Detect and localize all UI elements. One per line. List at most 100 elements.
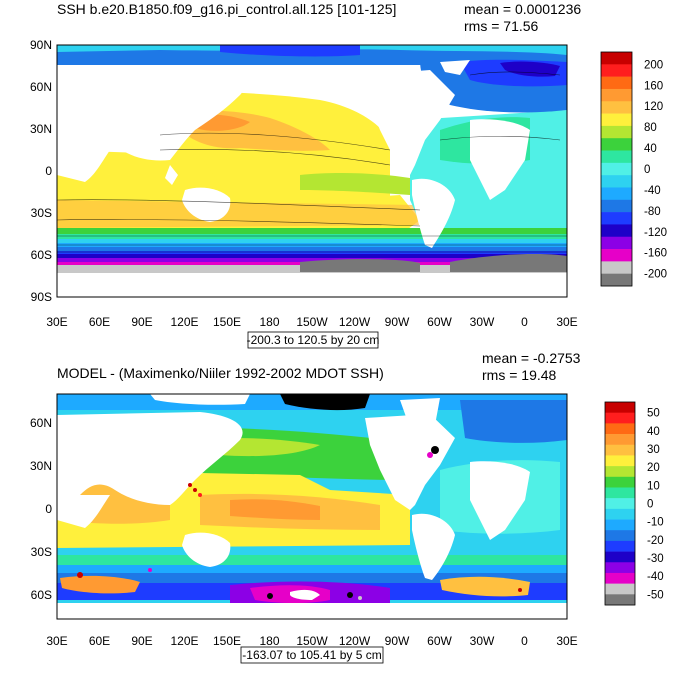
top-contours [57,71,567,253]
top-contour-info: -200.3 to 120.5 by 20 cm [247,333,380,347]
colorbar-swatch [605,562,635,574]
bottom-contour-info-box [240,646,384,664]
colorbar-swatch [601,236,632,250]
colorbar-label: 120 [644,101,663,113]
colorbar-label: -160 [644,248,667,260]
colorbar-label: -30 [647,553,664,565]
colorbar-swatch [601,64,632,77]
top-mean: mean = 0.0001236 [464,1,581,17]
colorbar-swatch [601,162,632,176]
bottom-xtick: 120E [170,634,198,648]
bottom-ytick: 60N [30,416,52,430]
bottom-xtick: 90W [385,634,410,648]
colorbar-swatch [605,444,635,456]
top-ytick: 60S [31,248,52,262]
top-ytick: 0 [45,164,52,178]
bottom-xtick: 120W [339,634,371,648]
top-ytick: 30S [31,206,52,220]
colorbar-label: -120 [644,227,667,239]
top-ytick: 90N [30,38,52,52]
top-xtick: 0 [521,315,528,329]
top-xtick: 30E [556,315,577,329]
top-panel: SSH b.e20.B1850.f09_g16.pi_control.all.1… [30,1,667,349]
colorbar-label: 0 [644,164,650,176]
colorbar-swatch [601,273,632,287]
colorbar-frame [604,401,636,606]
colorbar-label: -50 [647,589,664,601]
bottom-xtick: 90E [131,634,152,648]
top-xtick: 90E [131,315,152,329]
colorbar-swatch [605,455,635,467]
bottom-xtick: 60W [427,634,452,648]
colorbar-swatch [605,498,635,510]
top-contour-info-box [247,331,379,349]
colorbar-swatch [601,52,632,65]
top-land [57,60,530,248]
colorbar-swatch [605,402,635,413]
top-ytick: 60N [30,80,52,94]
colorbar-swatch [601,261,632,274]
colorbar-swatch [605,508,635,520]
colorbar-swatch [605,540,635,552]
colorbar-label: -20 [647,535,664,547]
top-xtick: 150W [296,315,328,329]
colorbar-swatch [601,187,632,201]
bottom-ytick: 30N [30,459,52,473]
bottom-contour-info: -163.07 to 105.41 by 5 cm [242,648,381,662]
top-ytick: 30N [30,122,52,136]
colorbar-label: 30 [647,444,660,456]
top-xtick: 60W [427,315,452,329]
colorbar-label: 50 [647,408,660,420]
colorbar-swatch [601,101,632,114]
bottom-ytick: 30S [31,545,52,559]
bottom-ytick: 0 [45,502,52,516]
colorbar-label: -40 [647,571,664,583]
colorbar-swatch [605,519,635,531]
colorbar-swatch [601,199,632,213]
colorbar-frame [600,51,633,287]
top-xtick: 180 [259,315,279,329]
colorbar-swatch [601,212,632,225]
bottom-xtick: 30E [46,634,67,648]
colorbar-swatch [605,466,635,478]
colorbar-label: 20 [647,462,660,474]
bottom-noise [77,446,522,600]
colorbar-label: 40 [647,426,660,438]
colorbar-swatch [605,530,635,542]
top-map-field [57,45,567,297]
bottom-map-frame [56,393,568,620]
colorbar-swatch [605,572,635,584]
bottom-xtick: 60E [89,634,110,648]
colorbar-swatch [605,434,635,446]
colorbar-swatch [601,224,632,238]
colorbar-swatch [605,487,635,499]
top-ytick: 90S [31,290,52,304]
colorbar-label: 0 [647,499,653,511]
bottom-xtick: 150W [296,634,328,648]
colorbar-label: 10 [647,480,660,492]
colorbar-swatch [601,175,632,188]
colorbar-swatch [601,150,632,164]
colorbar-swatch [605,423,635,435]
colorbar-swatch [605,476,635,488]
bottom-map-field [57,394,567,619]
bottom-xtick: 30E [556,634,577,648]
colorbar-swatch [605,594,635,606]
colorbar-swatch [601,125,632,139]
bottom-land [57,398,530,580]
bottom-mean: mean = -0.2753 [482,350,581,366]
colorbar-swatch [601,138,632,151]
bottom-xtick: 180 [259,634,279,648]
colorbar-label: -80 [644,206,661,218]
top-y-axis: 90N 60N 30N 0 30S 60S 90S [30,38,52,304]
colorbar-swatch [605,551,635,563]
top-xtick: 120E [170,315,198,329]
top-x-axis: 30E 60E 90E 120E 150E 180 150W 120W 90W … [46,315,577,329]
colorbar-swatch [605,412,635,424]
top-colorbar: 200 160 120 80 40 0 -40 -80 -120 -160 -200 [600,51,667,287]
bottom-y-axis: 60N 30N 0 30S 60S [30,416,52,602]
colorbar-swatch [605,583,635,595]
top-title: SSH b.e20.B1850.f09_g16.pi_control.all.1… [57,1,396,17]
bottom-xtick: 0 [521,634,528,648]
